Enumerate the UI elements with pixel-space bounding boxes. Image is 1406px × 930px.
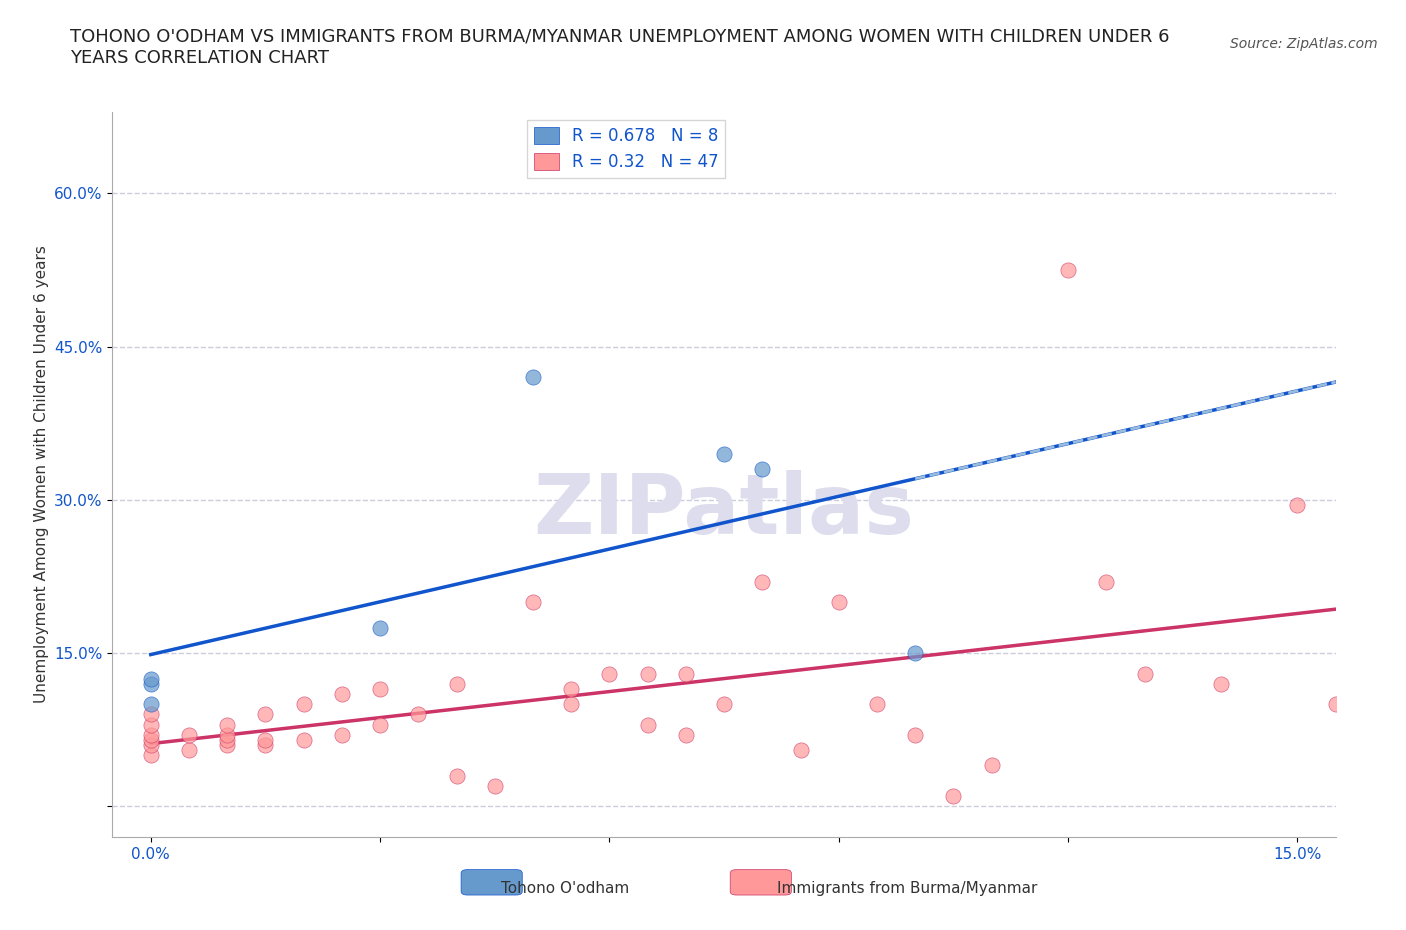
Point xyxy=(1286,498,1309,512)
Point xyxy=(446,676,468,691)
Point xyxy=(484,778,506,793)
Text: Tohono O'odham: Tohono O'odham xyxy=(501,881,630,896)
Point xyxy=(904,645,927,660)
Point xyxy=(560,682,582,697)
Point xyxy=(637,666,659,681)
Point xyxy=(330,686,353,701)
Text: ZIPatlas: ZIPatlas xyxy=(534,470,914,551)
Point xyxy=(560,697,582,711)
Point xyxy=(713,446,735,461)
Point xyxy=(217,733,239,748)
Point xyxy=(139,707,162,722)
Point xyxy=(446,768,468,783)
Text: Immigrants from Burma/Myanmar: Immigrants from Burma/Myanmar xyxy=(778,881,1038,896)
Legend: R = 0.678   N = 8, R = 0.32   N = 47: R = 0.678 N = 8, R = 0.32 N = 47 xyxy=(527,120,725,178)
Point xyxy=(292,697,315,711)
Text: TOHONO O'ODHAM VS IMMIGRANTS FROM BURMA/MYANMAR UNEMPLOYMENT AMONG WOMEN WITH CH: TOHONO O'ODHAM VS IMMIGRANTS FROM BURMA/… xyxy=(70,28,1170,67)
Point xyxy=(904,727,927,742)
Point xyxy=(1095,574,1118,589)
Point xyxy=(368,620,391,635)
Point xyxy=(139,727,162,742)
Point xyxy=(942,789,965,804)
FancyBboxPatch shape xyxy=(461,870,522,895)
Point xyxy=(713,697,735,711)
Text: Source: ZipAtlas.com: Source: ZipAtlas.com xyxy=(1230,37,1378,51)
Point xyxy=(598,666,620,681)
Point xyxy=(522,594,544,609)
Point xyxy=(177,727,200,742)
Point xyxy=(217,737,239,752)
Point xyxy=(980,758,1002,773)
Point xyxy=(254,707,277,722)
Point xyxy=(139,733,162,748)
Point xyxy=(637,717,659,732)
Point xyxy=(1057,262,1080,277)
Point xyxy=(675,727,697,742)
Point xyxy=(675,666,697,681)
Point xyxy=(139,671,162,686)
Point xyxy=(368,717,391,732)
Point xyxy=(751,574,773,589)
Point xyxy=(408,707,430,722)
Point xyxy=(828,594,851,609)
Point xyxy=(866,697,889,711)
Point xyxy=(1209,676,1232,691)
Point xyxy=(789,743,811,758)
Point xyxy=(751,462,773,477)
Y-axis label: Unemployment Among Women with Children Under 6 years: Unemployment Among Women with Children U… xyxy=(34,246,49,703)
Point xyxy=(1133,666,1156,681)
Point xyxy=(254,737,277,752)
Point xyxy=(330,727,353,742)
Point xyxy=(139,697,162,711)
Point xyxy=(139,737,162,752)
Point xyxy=(522,370,544,385)
Point xyxy=(368,682,391,697)
Point xyxy=(217,727,239,742)
FancyBboxPatch shape xyxy=(730,870,792,895)
Point xyxy=(292,733,315,748)
Point xyxy=(139,748,162,763)
Point xyxy=(139,676,162,691)
Point xyxy=(217,717,239,732)
Point xyxy=(177,743,200,758)
Point xyxy=(254,733,277,748)
Point xyxy=(139,717,162,732)
Point xyxy=(1324,697,1347,711)
